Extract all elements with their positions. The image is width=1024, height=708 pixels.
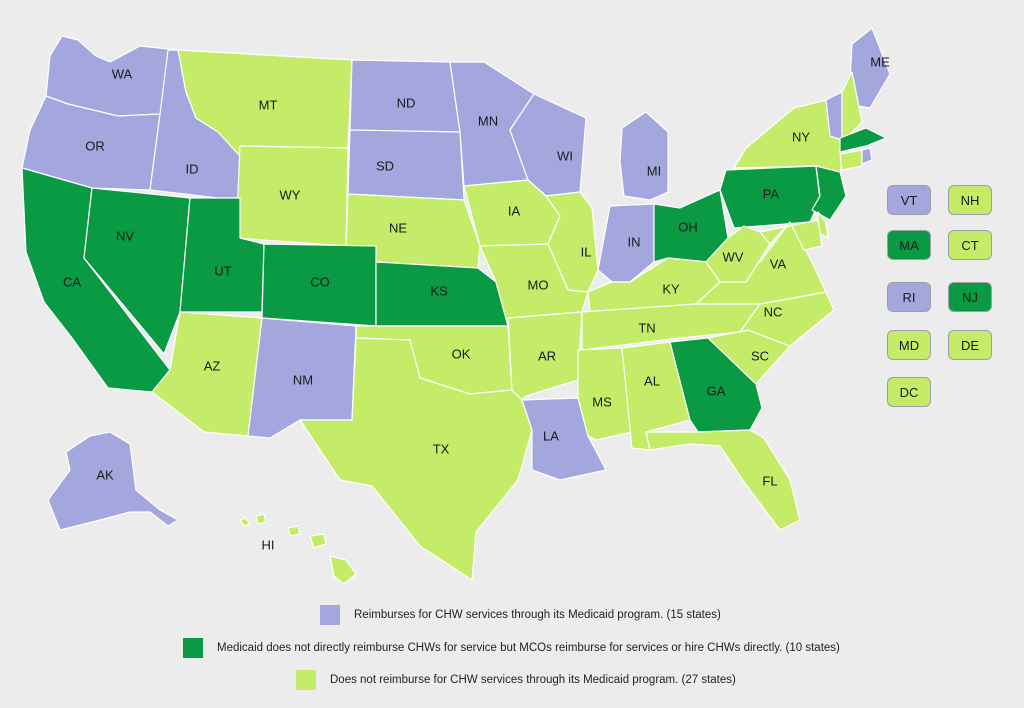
state-label-HI: HI bbox=[262, 537, 275, 552]
state-VA[interactable] bbox=[695, 221, 827, 305]
state-label-TX: TX bbox=[433, 441, 450, 456]
state-TX[interactable] bbox=[299, 337, 533, 581]
state-label-AL: AL bbox=[644, 373, 660, 388]
state-label-WV: WV bbox=[723, 249, 744, 264]
state-label-AR: AR bbox=[538, 348, 556, 363]
state-label-NM: NM bbox=[293, 372, 313, 387]
small-state-NJ[interactable]: NJ bbox=[948, 282, 992, 312]
state-label-LA: LA bbox=[543, 428, 559, 443]
state-label-VA: VA bbox=[770, 256, 787, 271]
small-state-DE[interactable]: DE bbox=[948, 330, 992, 360]
state-label-SD: SD bbox=[376, 158, 394, 173]
state-HI[interactable] bbox=[239, 513, 357, 585]
state-label-MS: MS bbox=[592, 394, 612, 409]
small-state-VT[interactable]: VT bbox=[887, 185, 931, 215]
state-label-AK: AK bbox=[96, 467, 114, 482]
state-label-ND: ND bbox=[397, 95, 416, 110]
state-label-IN: IN bbox=[628, 234, 641, 249]
state-FL[interactable] bbox=[645, 429, 801, 531]
state-label-IA: IA bbox=[508, 203, 521, 218]
state-label-FL: FL bbox=[762, 473, 777, 488]
state-RI-map[interactable] bbox=[861, 147, 873, 165]
state-label-WY: WY bbox=[280, 187, 301, 202]
state-label-MN: MN bbox=[478, 113, 498, 128]
state-labels: WA OR ID MT WY ND SD MN WI MI CA NV UT C… bbox=[63, 54, 890, 552]
state-NV[interactable] bbox=[83, 187, 191, 355]
state-label-AZ: AZ bbox=[204, 358, 221, 373]
legend-label-none: Does not reimburse for CHW services thro… bbox=[330, 674, 736, 686]
state-MI[interactable] bbox=[619, 111, 669, 201]
state-label-KY: KY bbox=[662, 281, 680, 296]
legend-label-reimburses: Reimburses for CHW services through its … bbox=[354, 609, 721, 621]
state-label-OH: OH bbox=[678, 219, 698, 234]
state-label-SC: SC bbox=[751, 348, 769, 363]
state-label-NY: NY bbox=[792, 129, 810, 144]
state-label-NV: NV bbox=[116, 228, 134, 243]
state-SD[interactable] bbox=[347, 129, 465, 201]
state-label-IL: IL bbox=[581, 244, 592, 259]
state-NJ-map[interactable] bbox=[811, 165, 847, 221]
state-label-NC: NC bbox=[764, 304, 783, 319]
state-label-MO: MO bbox=[528, 277, 549, 292]
state-label-MT: MT bbox=[259, 97, 278, 112]
state-label-WA: WA bbox=[112, 66, 133, 81]
state-label-MI: MI bbox=[647, 163, 661, 178]
legend-item-reimburses: Reimburses for CHW services through its … bbox=[320, 605, 721, 625]
small-state-NH[interactable]: NH bbox=[948, 185, 992, 215]
state-label-GA: GA bbox=[707, 383, 726, 398]
state-MD-map[interactable] bbox=[759, 219, 823, 251]
small-state-CT[interactable]: CT bbox=[948, 230, 992, 260]
legend-label-mco: Medicaid does not directly reimburse CHW… bbox=[217, 642, 840, 654]
state-label-ME: ME bbox=[870, 54, 890, 69]
legend-swatch-mco bbox=[183, 638, 203, 658]
small-state-DC[interactable]: DC bbox=[887, 377, 931, 407]
small-state-MD[interactable]: MD bbox=[887, 330, 931, 360]
legend-item-mco: Medicaid does not directly reimburse CHW… bbox=[183, 638, 840, 658]
state-label-KS: KS bbox=[430, 283, 448, 298]
state-label-PA: PA bbox=[763, 186, 780, 201]
state-label-CA: CA bbox=[63, 274, 81, 289]
legend-swatch-none bbox=[296, 670, 316, 690]
state-label-ID: ID bbox=[186, 161, 199, 176]
state-label-TN: TN bbox=[638, 320, 655, 335]
small-state-MA[interactable]: MA bbox=[887, 230, 931, 260]
state-MA-map[interactable] bbox=[839, 127, 887, 153]
state-CT-map[interactable] bbox=[839, 149, 863, 171]
states-layer bbox=[21, 27, 891, 585]
state-label-UT: UT bbox=[214, 263, 231, 278]
state-label-OR: OR bbox=[85, 138, 105, 153]
state-IN[interactable] bbox=[597, 203, 655, 283]
state-AK[interactable] bbox=[47, 431, 179, 531]
state-label-OK: OK bbox=[452, 346, 471, 361]
state-label-WI: WI bbox=[557, 148, 573, 163]
legend-item-none: Does not reimburse for CHW services thro… bbox=[296, 670, 736, 690]
state-label-NE: NE bbox=[389, 220, 407, 235]
small-state-RI[interactable]: RI bbox=[887, 282, 931, 312]
legend-swatch-reimburses bbox=[320, 605, 340, 625]
state-label-CO: CO bbox=[310, 274, 330, 289]
state-NH-map[interactable] bbox=[841, 71, 863, 141]
